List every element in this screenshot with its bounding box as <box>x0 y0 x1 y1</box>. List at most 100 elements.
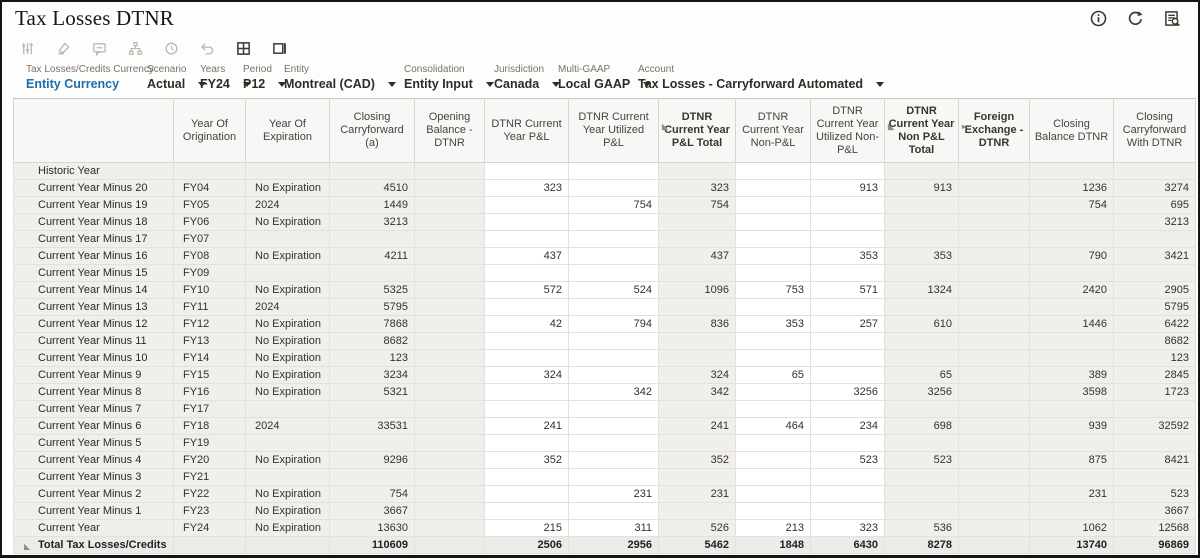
editable-cell[interactable] <box>735 400 811 418</box>
pov-item-consolidation[interactable]: Consolidation Entity Input <box>404 64 494 91</box>
editable-cell[interactable]: 754 <box>568 196 659 214</box>
column-header-foreign-exchange-dtnr[interactable]: ▸ Foreign Exchange - DTNR <box>958 98 1030 163</box>
editable-cell[interactable] <box>568 162 659 180</box>
editable-cell[interactable] <box>735 434 811 452</box>
collapse-icon[interactable]: ◣ <box>662 122 669 131</box>
editable-cell[interactable]: 231 <box>568 485 659 503</box>
editable-cell[interactable] <box>810 332 885 350</box>
form-details-icon[interactable] <box>1162 9 1182 29</box>
editable-cell[interactable] <box>735 349 811 367</box>
editable-cell[interactable] <box>484 383 569 401</box>
pov-item-years[interactable]: Years FY24 <box>200 64 251 91</box>
pov-item-multigaap[interactable]: Multi-GAAP Local GAAP <box>558 64 652 91</box>
pov-currency-value[interactable]: Entity Currency <box>26 77 120 91</box>
editable-cell[interactable] <box>810 230 885 248</box>
editable-cell[interactable] <box>484 349 569 367</box>
pov-currency[interactable]: Tax Losses/Credits Currency Entity Curre… <box>26 64 154 91</box>
editable-cell[interactable]: 42 <box>484 315 569 333</box>
editable-cell[interactable] <box>735 383 811 401</box>
editable-cell[interactable] <box>735 451 811 469</box>
editable-cell[interactable] <box>735 332 811 350</box>
editable-cell[interactable] <box>810 468 885 486</box>
editable-cell[interactable] <box>484 213 569 231</box>
editable-cell[interactable]: 323 <box>484 179 569 197</box>
editable-cell[interactable] <box>735 213 811 231</box>
editable-cell[interactable]: 571 <box>810 281 885 299</box>
editable-cell[interactable] <box>484 434 569 452</box>
editable-cell[interactable] <box>484 502 569 520</box>
editable-cell[interactable] <box>484 332 569 350</box>
editable-cell[interactable] <box>735 196 811 214</box>
editable-cell[interactable]: 3256 <box>810 383 885 401</box>
hierarchy-icon[interactable] <box>125 38 145 58</box>
editable-cell[interactable]: 794 <box>568 315 659 333</box>
refresh-icon[interactable] <box>1125 9 1145 29</box>
editable-cell[interactable] <box>568 468 659 486</box>
editable-cell[interactable]: 353 <box>810 247 885 265</box>
editable-cell[interactable] <box>484 468 569 486</box>
editable-cell[interactable]: 241 <box>484 417 569 435</box>
editable-cell[interactable]: 311 <box>568 519 659 537</box>
history-icon[interactable] <box>161 38 181 58</box>
expand-icon[interactable]: ▸ <box>962 122 967 131</box>
editable-cell[interactable] <box>735 230 811 248</box>
editable-cell[interactable]: 523 <box>810 451 885 469</box>
editable-cell[interactable] <box>735 247 811 265</box>
editable-cell[interactable]: 353 <box>735 315 811 333</box>
editable-cell[interactable]: 437 <box>484 247 569 265</box>
editable-cell[interactable]: 572 <box>484 281 569 299</box>
editable-cell[interactable] <box>484 485 569 503</box>
editable-cell[interactable] <box>568 502 659 520</box>
pov-item-period[interactable]: Period P12 <box>243 64 287 91</box>
editable-cell[interactable]: 215 <box>484 519 569 537</box>
editable-cell[interactable] <box>810 434 885 452</box>
editable-cell[interactable] <box>484 298 569 316</box>
column-header-dtnr-current-year-non-p-l-total[interactable]: ◣ DTNR Current Year Non P&L Total <box>884 98 959 163</box>
editable-cell[interactable] <box>568 247 659 265</box>
pov-item-entity[interactable]: Entity Montreal (CAD) <box>284 64 404 91</box>
editable-cell[interactable] <box>568 417 659 435</box>
undo-icon[interactable] <box>197 38 217 58</box>
pov-item-scenario[interactable]: Scenario Actual <box>147 64 207 91</box>
editable-cell[interactable] <box>735 468 811 486</box>
editable-cell[interactable] <box>735 485 811 503</box>
editable-cell[interactable] <box>484 162 569 180</box>
editable-cell[interactable] <box>735 179 811 197</box>
editable-cell[interactable] <box>735 502 811 520</box>
editable-cell[interactable]: 753 <box>735 281 811 299</box>
editable-cell[interactable] <box>810 213 885 231</box>
editable-cell[interactable] <box>810 366 885 384</box>
editable-cell[interactable] <box>568 366 659 384</box>
open-window-icon[interactable] <box>269 38 289 58</box>
editable-cell[interactable] <box>484 196 569 214</box>
adjust-icon[interactable] <box>17 38 37 58</box>
editable-cell[interactable]: 234 <box>810 417 885 435</box>
info-icon[interactable] <box>1088 9 1108 29</box>
editable-cell[interactable] <box>568 230 659 248</box>
editable-cell[interactable] <box>568 298 659 316</box>
editable-cell[interactable]: 352 <box>484 451 569 469</box>
editable-cell[interactable] <box>568 213 659 231</box>
editable-cell[interactable] <box>735 162 811 180</box>
editable-cell[interactable] <box>568 400 659 418</box>
editable-cell[interactable] <box>568 264 659 282</box>
grid-panes-icon[interactable] <box>233 38 253 58</box>
editable-cell[interactable]: 65 <box>735 366 811 384</box>
editable-cell[interactable] <box>810 502 885 520</box>
editable-cell[interactable] <box>810 400 885 418</box>
comment-icon[interactable] <box>89 38 109 58</box>
editable-cell[interactable]: 324 <box>484 366 569 384</box>
pov-item-jurisdiction[interactable]: Jurisdiction Canada <box>494 64 561 91</box>
editable-cell[interactable] <box>810 485 885 503</box>
highlight-icon[interactable] <box>53 38 73 58</box>
pov-item-account[interactable]: Account Tax Losses - Carryforward Automa… <box>638 64 885 91</box>
editable-cell[interactable] <box>568 451 659 469</box>
editable-cell[interactable]: 213 <box>735 519 811 537</box>
editable-cell[interactable] <box>568 434 659 452</box>
editable-cell[interactable]: 257 <box>810 315 885 333</box>
editable-cell[interactable] <box>810 298 885 316</box>
editable-cell[interactable]: 913 <box>810 179 885 197</box>
editable-cell[interactable] <box>810 264 885 282</box>
editable-cell[interactable] <box>568 179 659 197</box>
collapse-icon[interactable]: ◣ <box>24 542 31 551</box>
